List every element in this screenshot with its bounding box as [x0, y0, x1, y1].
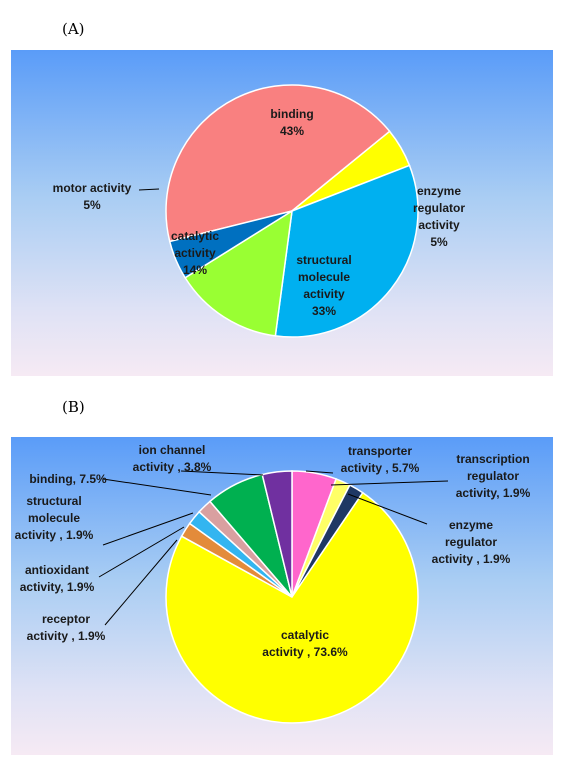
slice-label-1: binding 43%: [270, 107, 313, 138]
leader-line-1: [305, 470, 334, 474]
panel-b-label: (B): [62, 398, 85, 416]
chart-b-panel: transporter activity , 5.7% transcription r…: [11, 437, 553, 755]
slice-label-4: catalytic activity , 73.6%: [262, 628, 348, 659]
leader-line-7: [102, 512, 194, 546]
leader-line-5: [138, 188, 160, 191]
chart-a-panel: binding 43% enzyme regulator activity 5% struc…: [11, 50, 553, 376]
slice-label-8: binding, 7.5%: [29, 472, 107, 486]
pie-slice-3: [274, 164, 419, 338]
pie-slice-5: [168, 210, 293, 279]
slice-label-2: transcription regulator activity, 1.9%: [456, 452, 531, 500]
leader-line-6: [98, 526, 185, 578]
slice-label-5: receptor activity , 1.9%: [27, 612, 106, 643]
chart-b-svg: transporter activity , 5.7% transcription r…: [15, 443, 531, 724]
pie-slices: [165, 84, 419, 338]
slice-label-1: transporter activity , 5.7%: [341, 444, 420, 475]
slice-label-6: antioxidant activity, 1.9%: [20, 563, 95, 594]
panel-a-label: (A): [62, 20, 85, 38]
slice-label-3: structural molecule activity 33%: [296, 253, 351, 318]
leader-line-5: [104, 539, 178, 626]
chart-a-svg: binding 43% enzyme regulator activity 5% struc…: [53, 84, 465, 338]
slice-label-2: enzyme regulator activity 5%: [413, 184, 465, 249]
slice-label-3: enzyme regulator activity , 1.9%: [432, 518, 511, 566]
pie-slice-4: [165, 491, 419, 724]
leader-line-9: [180, 470, 264, 476]
slice-label-5: motor activity 5%: [53, 181, 132, 212]
leader-line-2: [330, 480, 449, 486]
slice-label-7: structural molecule activity , 1.9%: [15, 494, 94, 542]
pie-slices: [165, 470, 419, 724]
pie-slice-4: [184, 209, 293, 337]
slice-label-9: ion channel activity , 3.8%: [133, 443, 212, 474]
pie-slice-1: [165, 84, 391, 243]
slice-label-4: catalytic activity 14%: [171, 229, 219, 277]
leader-line-8: [102, 478, 212, 496]
leader-line-3: [347, 493, 428, 525]
